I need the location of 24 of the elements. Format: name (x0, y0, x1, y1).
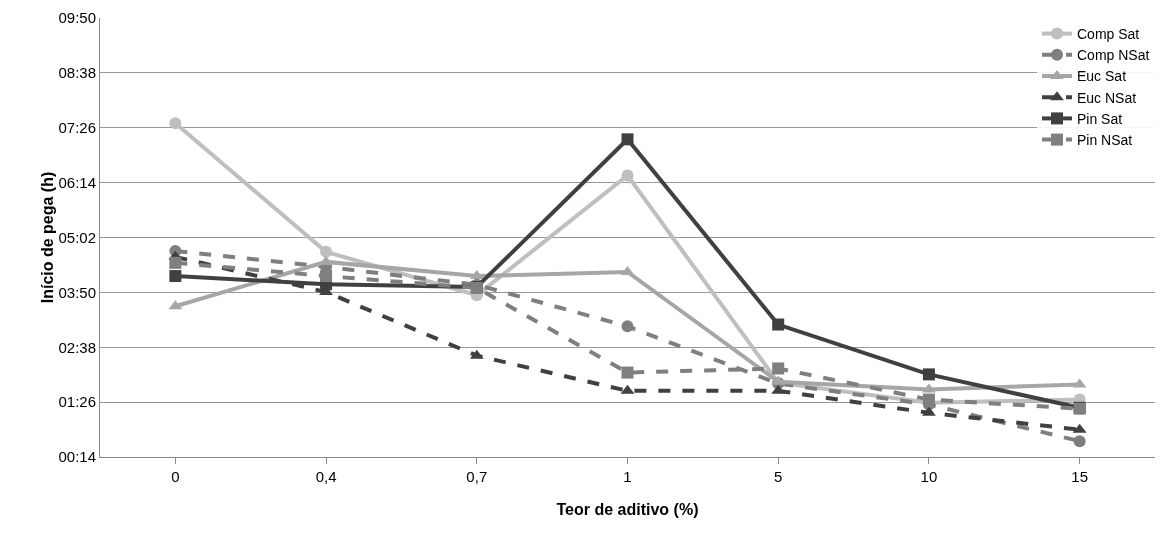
legend-label: Comp NSat (1077, 47, 1150, 64)
x-tick-label: 10 (920, 468, 938, 485)
x-axis-title: Teor de aditivo (%) (556, 501, 699, 518)
legend-label: Pin Sat (1077, 110, 1123, 127)
x-tick-label: 1 (623, 468, 632, 485)
y-tick-label: 01:26 (58, 393, 96, 411)
y-tick-label: 08:38 (58, 64, 96, 82)
y-tick-label: 06:14 (58, 173, 96, 191)
x-tick-label: 0,4 (315, 468, 337, 485)
y-tick-label: 07:26 (58, 119, 96, 136)
x-tick-label: 5 (774, 468, 783, 485)
x-tick-label: 0 (171, 468, 180, 485)
y-tick-label: 03:50 (58, 283, 96, 301)
x-tick-label: 15 (1071, 468, 1088, 485)
y-axis-title: Início de pega (h) (39, 171, 57, 304)
y-tick-label: 05:02 (58, 228, 96, 246)
y-tick-label: 02:38 (58, 338, 96, 356)
legend-label: Comp Sat (1077, 26, 1140, 43)
legend-label: Euc Sat (1077, 68, 1127, 85)
legend-label: Pin NSat (1077, 132, 1133, 149)
legend-label: Euc NSat (1077, 89, 1137, 106)
x-tick-label: 0,7 (466, 468, 488, 485)
y-tick-label: 09:50 (58, 9, 96, 27)
y-tick-label: 00:14 (58, 448, 96, 466)
